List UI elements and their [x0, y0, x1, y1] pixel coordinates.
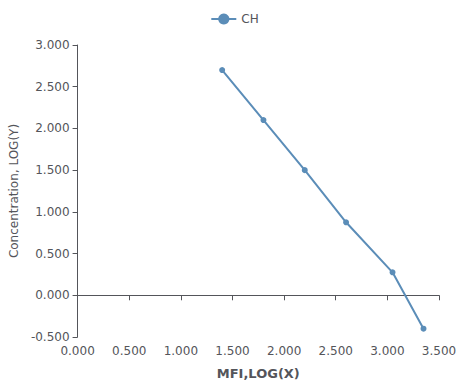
svg-text:0.000: 0.000 — [35, 288, 69, 302]
svg-text:MFI,LOG(X): MFI,LOG(X) — [217, 366, 300, 381]
svg-text:-0.500: -0.500 — [31, 330, 70, 344]
svg-text:2.000: 2.000 — [267, 344, 301, 358]
svg-text:0.500: 0.500 — [112, 344, 146, 358]
svg-text:2.500: 2.500 — [319, 344, 353, 358]
svg-text:3.000: 3.000 — [35, 38, 69, 52]
svg-text:0.500: 0.500 — [35, 247, 69, 261]
svg-text:1.000: 1.000 — [164, 344, 198, 358]
svg-text:3.000: 3.000 — [370, 344, 404, 358]
svg-text:2.500: 2.500 — [35, 80, 69, 94]
svg-text:CH: CH — [241, 12, 258, 26]
svg-text:1.500: 1.500 — [215, 344, 249, 358]
svg-text:3.500: 3.500 — [422, 344, 456, 358]
svg-text:1.000: 1.000 — [35, 205, 69, 219]
svg-text:2.000: 2.000 — [35, 121, 69, 135]
svg-text:1.500: 1.500 — [35, 163, 69, 177]
svg-text:0.000: 0.000 — [60, 344, 94, 358]
svg-text:Concentration, LOG(Y): Concentration, LOG(Y) — [7, 124, 21, 258]
